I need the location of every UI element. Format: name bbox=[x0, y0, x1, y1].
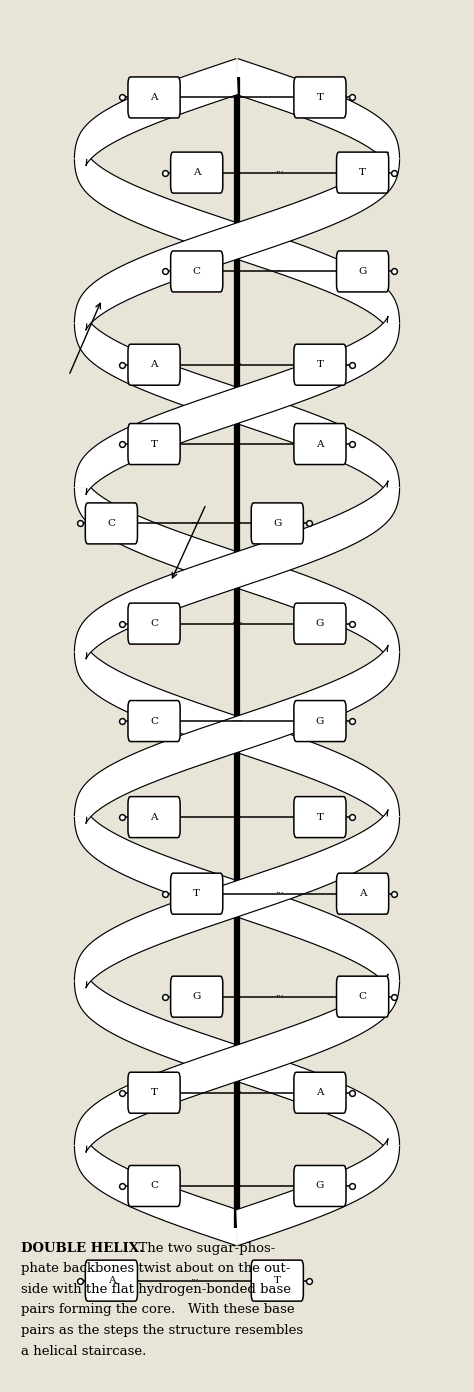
Text: pairs as the steps the structure resembles: pairs as the steps the structure resembl… bbox=[21, 1324, 303, 1338]
Text: ···: ··· bbox=[275, 889, 284, 898]
Text: C: C bbox=[108, 519, 115, 528]
FancyBboxPatch shape bbox=[294, 77, 346, 118]
Polygon shape bbox=[74, 152, 400, 330]
Text: ···: ··· bbox=[233, 813, 241, 821]
FancyBboxPatch shape bbox=[337, 152, 389, 193]
FancyBboxPatch shape bbox=[128, 1165, 180, 1207]
Text: A: A bbox=[150, 813, 158, 821]
Polygon shape bbox=[74, 646, 400, 824]
Polygon shape bbox=[74, 480, 400, 658]
Text: A: A bbox=[108, 1276, 115, 1285]
Polygon shape bbox=[74, 810, 400, 988]
FancyBboxPatch shape bbox=[251, 1260, 303, 1302]
Text: pairs forming the core.   With these base: pairs forming the core. With these base bbox=[21, 1303, 295, 1317]
Text: A: A bbox=[150, 361, 158, 369]
Polygon shape bbox=[237, 58, 400, 166]
FancyBboxPatch shape bbox=[294, 603, 346, 644]
Text: The two sugar-phos-: The two sugar-phos- bbox=[130, 1242, 276, 1254]
Text: ···: ··· bbox=[275, 992, 284, 1001]
Text: T: T bbox=[317, 93, 323, 102]
Text: phate backbones twist about on the out-: phate backbones twist about on the out- bbox=[21, 1263, 291, 1275]
FancyBboxPatch shape bbox=[251, 503, 303, 544]
Text: ···: ··· bbox=[233, 93, 241, 102]
FancyBboxPatch shape bbox=[128, 423, 180, 465]
Polygon shape bbox=[74, 316, 400, 494]
Text: ···: ··· bbox=[190, 519, 199, 528]
Text: T: T bbox=[359, 168, 366, 177]
FancyBboxPatch shape bbox=[337, 873, 389, 915]
Text: side with the flat hydrogen-bonded base: side with the flat hydrogen-bonded base bbox=[21, 1283, 292, 1296]
Text: ···: ··· bbox=[233, 1089, 241, 1097]
Text: C: C bbox=[150, 1182, 158, 1190]
FancyBboxPatch shape bbox=[294, 1165, 346, 1207]
Polygon shape bbox=[74, 480, 400, 658]
FancyBboxPatch shape bbox=[171, 152, 223, 193]
Polygon shape bbox=[74, 1139, 237, 1246]
Text: A: A bbox=[193, 168, 201, 177]
FancyBboxPatch shape bbox=[337, 251, 389, 292]
FancyBboxPatch shape bbox=[337, 976, 389, 1018]
Text: C: C bbox=[359, 992, 366, 1001]
Text: ···: ··· bbox=[233, 1182, 241, 1190]
FancyBboxPatch shape bbox=[128, 77, 180, 118]
Text: a helical staircase.: a helical staircase. bbox=[21, 1345, 147, 1357]
FancyBboxPatch shape bbox=[128, 1072, 180, 1114]
FancyBboxPatch shape bbox=[85, 1260, 137, 1302]
Polygon shape bbox=[74, 316, 400, 494]
FancyBboxPatch shape bbox=[128, 603, 180, 644]
FancyBboxPatch shape bbox=[294, 796, 346, 838]
FancyBboxPatch shape bbox=[128, 344, 180, 386]
Polygon shape bbox=[74, 152, 400, 330]
Text: T: T bbox=[151, 1089, 157, 1097]
Text: ···: ··· bbox=[275, 267, 284, 276]
Text: T: T bbox=[193, 889, 200, 898]
Text: ···: ··· bbox=[190, 1276, 199, 1285]
Polygon shape bbox=[237, 1139, 400, 1246]
FancyBboxPatch shape bbox=[128, 700, 180, 742]
FancyBboxPatch shape bbox=[171, 873, 223, 915]
FancyBboxPatch shape bbox=[171, 251, 223, 292]
Text: T: T bbox=[317, 361, 323, 369]
Text: A: A bbox=[316, 1089, 324, 1097]
Text: ····: ···· bbox=[231, 619, 243, 628]
FancyBboxPatch shape bbox=[171, 976, 223, 1018]
Text: ···: ··· bbox=[275, 168, 284, 177]
Text: G: G bbox=[316, 1182, 324, 1190]
Polygon shape bbox=[74, 974, 400, 1153]
Text: C: C bbox=[193, 267, 201, 276]
Polygon shape bbox=[74, 974, 400, 1153]
Text: A: A bbox=[359, 889, 366, 898]
Text: A: A bbox=[150, 93, 158, 102]
Text: G: G bbox=[192, 992, 201, 1001]
FancyBboxPatch shape bbox=[294, 700, 346, 742]
Text: G: G bbox=[358, 267, 367, 276]
FancyBboxPatch shape bbox=[294, 423, 346, 465]
Text: T: T bbox=[151, 440, 157, 448]
Polygon shape bbox=[74, 810, 400, 988]
FancyBboxPatch shape bbox=[128, 796, 180, 838]
Text: ····: ···· bbox=[231, 717, 243, 725]
Text: C: C bbox=[150, 717, 158, 725]
Text: DOUBLE HELIX.: DOUBLE HELIX. bbox=[21, 1242, 144, 1254]
FancyBboxPatch shape bbox=[294, 344, 346, 386]
Text: A: A bbox=[316, 440, 324, 448]
Polygon shape bbox=[74, 646, 400, 824]
Polygon shape bbox=[74, 58, 237, 166]
FancyBboxPatch shape bbox=[85, 503, 137, 544]
Text: T: T bbox=[317, 813, 323, 821]
Text: ··: ·· bbox=[234, 440, 240, 448]
Text: ···: ··· bbox=[233, 361, 241, 369]
Text: G: G bbox=[316, 619, 324, 628]
FancyBboxPatch shape bbox=[294, 1072, 346, 1114]
Text: C: C bbox=[150, 619, 158, 628]
Text: G: G bbox=[273, 519, 282, 528]
Text: T: T bbox=[274, 1276, 281, 1285]
Text: G: G bbox=[316, 717, 324, 725]
